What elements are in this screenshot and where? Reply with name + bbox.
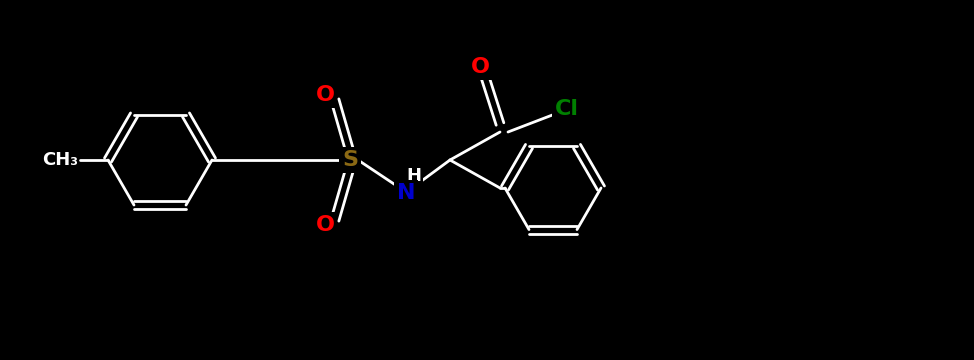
Text: O: O [316, 85, 334, 105]
Text: N: N [396, 183, 415, 203]
Text: Cl: Cl [555, 99, 579, 119]
Text: S: S [342, 150, 358, 170]
Text: O: O [470, 57, 490, 77]
Text: O: O [316, 215, 334, 235]
Text: CH₃: CH₃ [42, 151, 78, 169]
Text: H: H [406, 167, 422, 185]
